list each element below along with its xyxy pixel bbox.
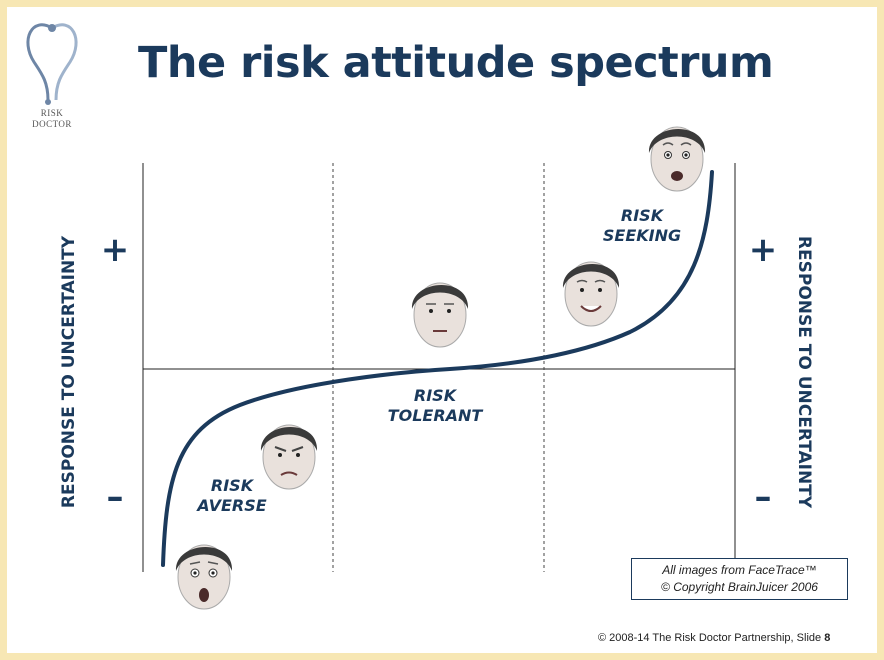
face-risk-tolerant-neutral: [411, 282, 469, 348]
footer-text: © 2008-14 The Risk Doctor Partnership, S…: [598, 632, 822, 644]
face-risk-averse-scared: [175, 544, 233, 610]
credit-line-2: © Copyright BrainJuicer 2006: [661, 580, 818, 594]
risk-seeking-line2: SEEKING: [602, 226, 682, 245]
risk-seeking-label: RISK SEEKING: [603, 206, 681, 246]
logo-text-risk: RISK: [40, 108, 64, 118]
right-plus-sign: +: [748, 230, 778, 270]
risk-tolerant-line1: RISK: [413, 386, 457, 405]
right-axis-label: RESPONSE TO UNCERTAINTY: [794, 235, 814, 509]
stethoscope-logo-icon: [26, 23, 78, 105]
left-axis-label: RESPONSE TO UNCERTAINTY: [59, 235, 79, 509]
slide-number: 8: [824, 632, 831, 644]
risk-attitude-curve: [161, 170, 714, 567]
face-risk-seeking-smile: [562, 261, 620, 327]
risk-averse-line1: RISK: [210, 476, 254, 495]
page-title: The risk attitude spectrum: [138, 38, 774, 88]
risk-averse-line2: AVERSE: [197, 496, 267, 515]
face-risk-averse-frown: [260, 424, 318, 490]
face-risk-seeking-surprised: [648, 126, 706, 192]
left-plus-sign: +: [100, 230, 130, 270]
left-minus-sign: –: [106, 477, 124, 517]
slide-footer: © 2008-14 The Risk Doctor Partnership, S…: [598, 632, 830, 644]
risk-averse-label: RISK AVERSE: [197, 476, 266, 516]
risk-tolerant-label: RISK TOLERANT: [388, 386, 483, 426]
risk-seeking-line1: RISK: [620, 206, 664, 225]
image-credit-box: All images from FaceTrace™ © Copyright B…: [631, 558, 848, 600]
logo-text-doctor: DOCTOR: [32, 119, 72, 129]
risk-doctor-logo: RISK DOCTOR: [12, 10, 92, 135]
risk-tolerant-line2: TOLERANT: [387, 406, 483, 425]
right-minus-sign: –: [754, 477, 772, 517]
credit-line-1: All images from FaceTrace™: [662, 563, 817, 577]
